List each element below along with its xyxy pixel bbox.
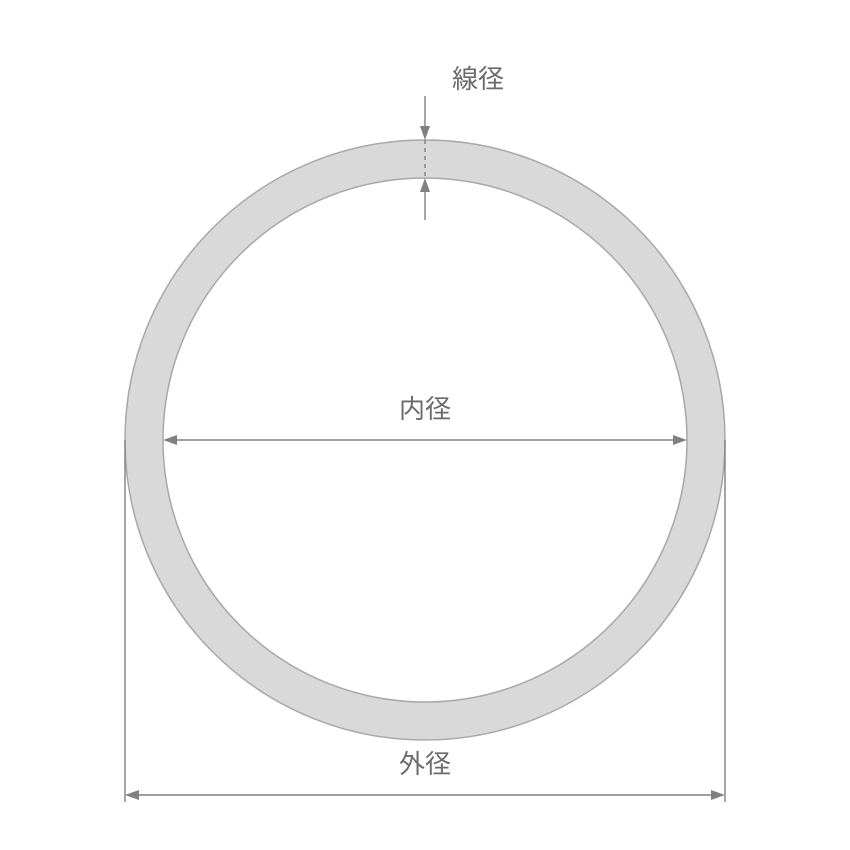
outer-diameter-label: 外径 xyxy=(399,744,451,781)
inner-diameter-label: 内径 xyxy=(399,389,451,426)
outer-diameter-dimension: 外径 xyxy=(125,744,725,800)
wire-diameter-label: 線径 xyxy=(452,59,504,96)
